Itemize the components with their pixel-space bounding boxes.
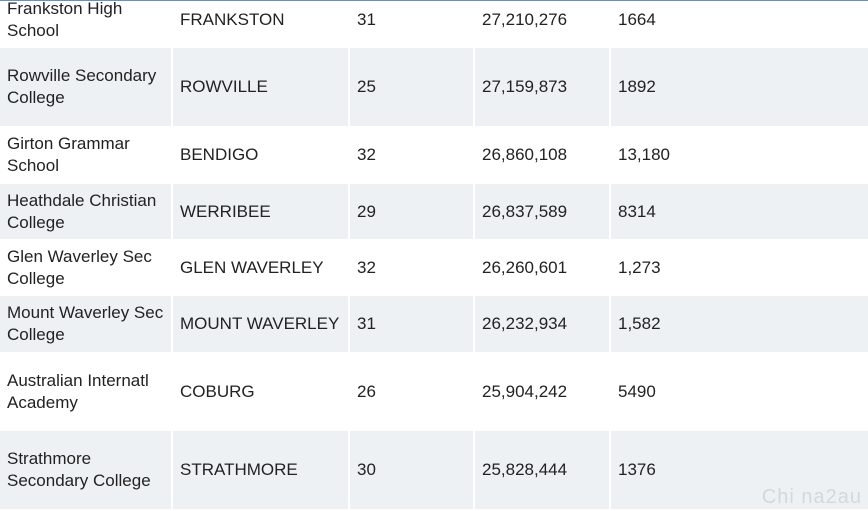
table-cell: 8314 (611, 184, 868, 239)
watermark: Chi na2au (761, 486, 862, 508)
table-cell: 1,273 (618, 257, 661, 277)
table-cell: 26,860,108 (482, 145, 568, 164)
table-cell: Australian Internatl Academy (7, 370, 149, 412)
table-cell: Heathdale Christian College (0, 184, 171, 239)
table-row: Mount Waverley Sec College MOUNT WAVERLEY… (0, 296, 868, 352)
top-border (0, 0, 868, 1)
table-cell: STRATHMORE (173, 431, 348, 509)
table-cell: 1,582 (611, 296, 868, 352)
table-row: Girton Grammar School BENDIGO 32 26,860,108… (0, 127, 868, 183)
table-cell: 26,260,601 (482, 257, 568, 277)
table-row: Frankston High School FRANKSTON 31 27,210,2… (0, 0, 868, 48)
table-cell: Rowville Secondary College (0, 48, 171, 126)
table-cell: 31 (357, 9, 376, 29)
table-cell: Strathmore Secondary College (0, 431, 171, 509)
table-cell: 1376 (611, 431, 868, 509)
table-row: Strathmore Secondary College STRATHMORE 30… (0, 431, 868, 509)
table-cell: Mount Waverley Sec College (0, 296, 171, 352)
table-cell: 27,210,276 (482, 9, 568, 29)
table-row: Australian Internatl Academy COBURG 26 25,9… (0, 353, 868, 430)
table-cell: BENDIGO (180, 145, 259, 164)
table-cell: 31 (350, 296, 473, 352)
table-cell: 25,828,444 (475, 431, 609, 509)
table-cell: Girton Grammar School (7, 134, 130, 175)
table-cell: 26 (357, 381, 376, 401)
table-cell: Glen Waverley Sec College (7, 246, 152, 288)
table-cell: GLEN WAVERLEY (180, 257, 324, 277)
table-cell: 25 (350, 48, 473, 126)
table-cell: 25,904,242 (482, 381, 568, 401)
table-cell: FRANKSTON (180, 9, 285, 29)
table-cell: 26,837,589 (475, 184, 609, 239)
table-cell: MOUNT WAVERLEY (173, 296, 348, 352)
table-cell: 30 (350, 431, 473, 509)
table-cell: 32 (357, 257, 376, 277)
table-cell: Frankston High School (7, 0, 123, 40)
table-cell: WERRIBEE (173, 184, 348, 239)
table-cell: ROWVILLE (173, 48, 348, 126)
table-cell: COBURG (180, 381, 255, 401)
table-cell: 26,232,934 (475, 296, 609, 352)
table-cell: 5490 (618, 381, 656, 401)
table-cell: 13,180 (618, 145, 670, 164)
table-cell: 32 (357, 145, 376, 164)
table-cell: 27,159,873 (475, 48, 609, 126)
table-cell: 1892 (611, 48, 868, 126)
table-cell: 1664 (618, 9, 656, 29)
table-row: Rowville Secondary College ROWVILLE 25 27,1… (0, 48, 868, 126)
table-row: Heathdale Christian College WERRIBEE 29 26,… (0, 184, 868, 239)
table-row: Glen Waverley Sec College GLEN WAVERLEY 32… (0, 240, 868, 295)
table-cell: 29 (350, 184, 473, 239)
